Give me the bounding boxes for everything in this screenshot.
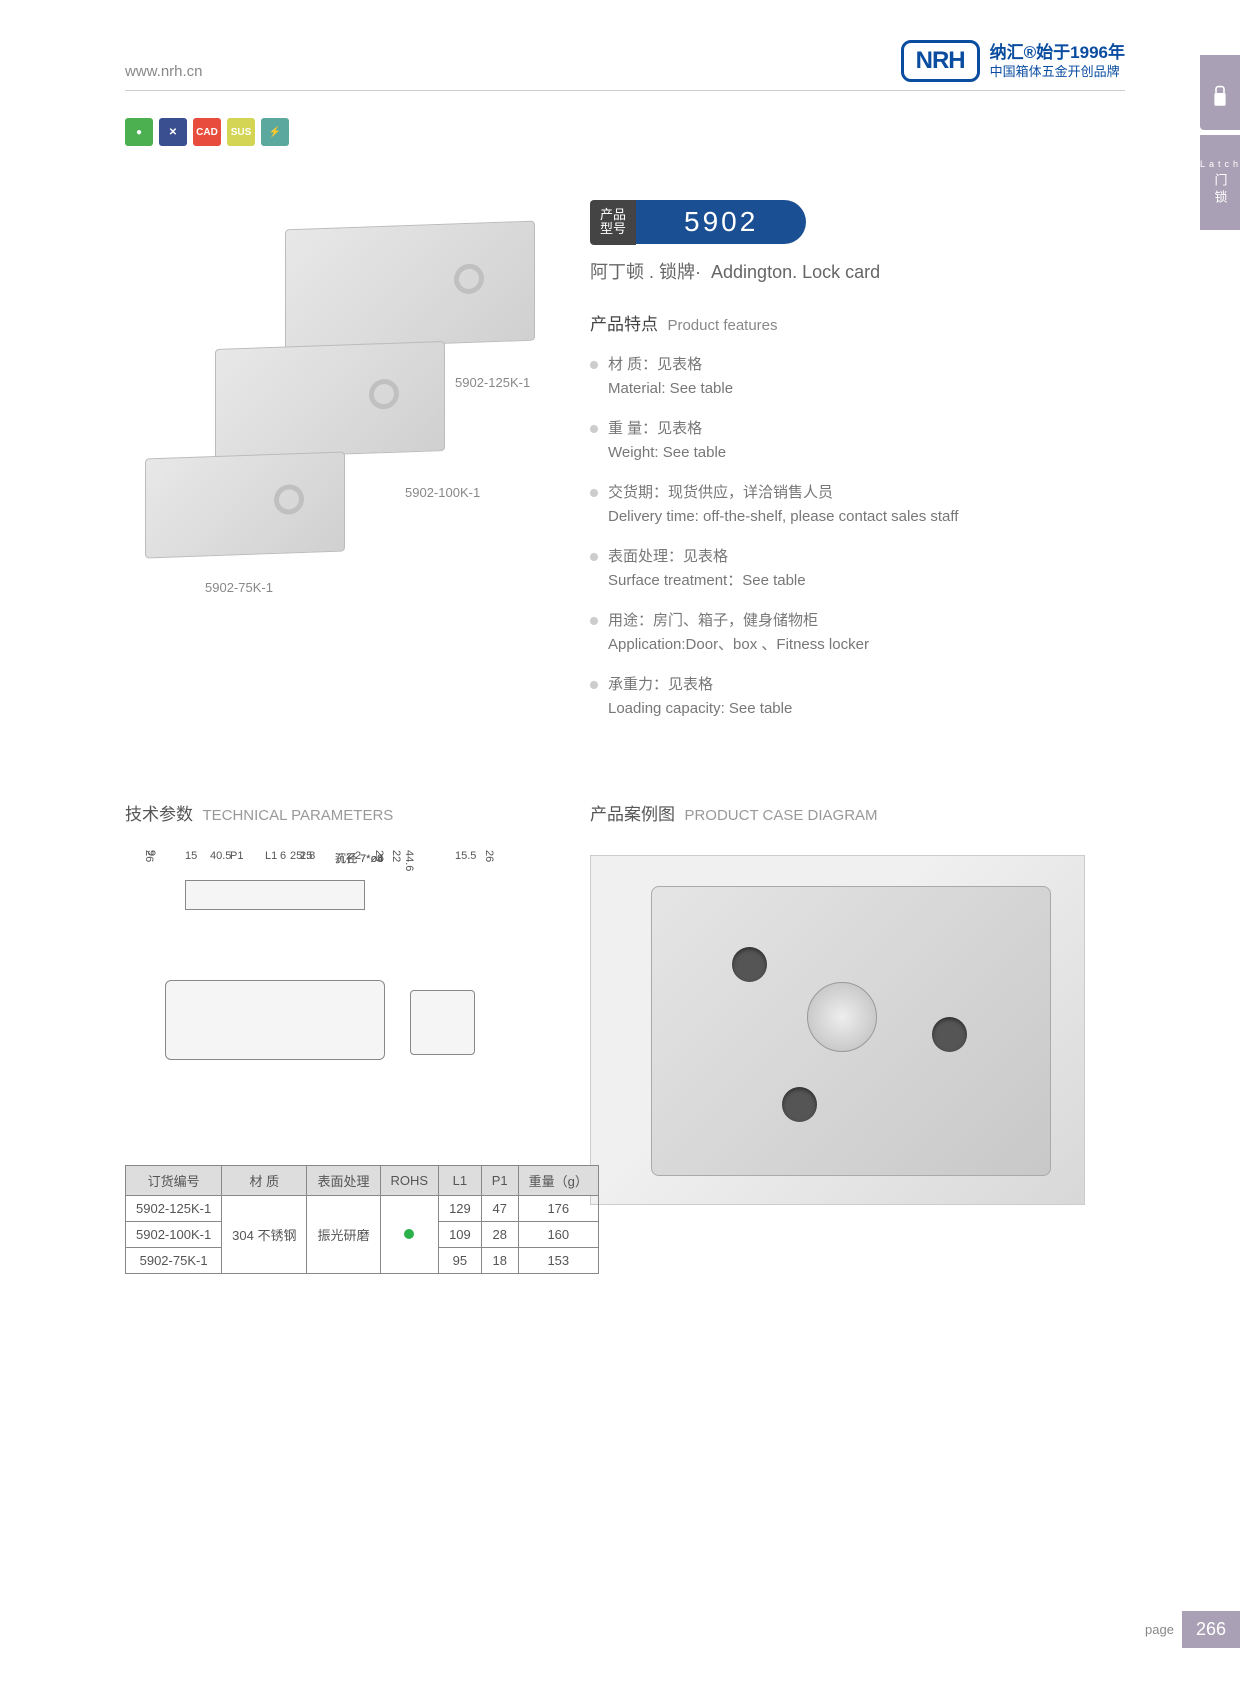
side-tab-en: Latch bbox=[1200, 159, 1240, 169]
page-header: www.nrh.cn NRH 纳汇®始于1996年 中国箱体五金开创品牌 bbox=[0, 55, 1240, 95]
th: P1 bbox=[481, 1166, 518, 1196]
features-list: 材 质：见表格Material: See table 重 量：见表格Weight… bbox=[590, 353, 1110, 721]
ring-icon bbox=[274, 484, 304, 515]
tools-icon: ✕ bbox=[159, 118, 187, 146]
dim-label: L1 bbox=[265, 850, 277, 862]
feature-item: 重 量：见表格Weight: See table bbox=[590, 417, 1110, 465]
part-large bbox=[285, 221, 535, 350]
feature-icons: ● ✕ CAD SUS ⚡ bbox=[125, 118, 289, 146]
technical-drawing: 6 1.8 29 9 2 L1 40.5 25 15.5 26 22 44.6 … bbox=[125, 850, 505, 1130]
dim-label: P1 bbox=[230, 850, 243, 862]
product-features: 产品特点 Product features 材 质：见表格Material: S… bbox=[590, 310, 1110, 737]
dim-label: 26 bbox=[483, 850, 495, 862]
th: 订货编号 bbox=[126, 1166, 222, 1196]
product-case-photo bbox=[590, 855, 1085, 1205]
screw-icon: ⚡ bbox=[261, 118, 289, 146]
top-view bbox=[165, 980, 385, 1060]
features-title: 产品特点 Product features bbox=[590, 310, 1110, 335]
part-label: 5902-75K-1 bbox=[205, 580, 273, 595]
dim-label: 沉孔 7*ø8 bbox=[335, 850, 383, 866]
part-medium bbox=[215, 341, 445, 459]
dim-label: 22 bbox=[390, 850, 402, 862]
feature-item: 承重力：见表格Loading capacity: See table bbox=[590, 673, 1110, 721]
page-label: page bbox=[1145, 1622, 1174, 1637]
hole-icon bbox=[732, 947, 767, 982]
logo-tagline: 纳汇®始于1996年 中国箱体五金开创品牌 bbox=[990, 42, 1125, 81]
logo-mark: NRH bbox=[901, 40, 980, 82]
cad-icon: CAD bbox=[193, 118, 221, 146]
table-header-row: 订货编号 材 质 表面处理 ROHS L1 P1 重量（g） bbox=[126, 1166, 599, 1196]
side-view bbox=[185, 880, 365, 910]
case-part bbox=[651, 886, 1051, 1176]
website-url: www.nrh.cn bbox=[125, 63, 203, 80]
feature-item: 表面处理：见表格Surface treatment：See table bbox=[590, 545, 1110, 593]
ring-icon bbox=[454, 263, 484, 294]
th: 重量（g） bbox=[518, 1166, 598, 1196]
th: 表面处理 bbox=[307, 1166, 380, 1196]
ring-icon bbox=[369, 379, 399, 410]
dim-label: 40.5 bbox=[210, 850, 231, 862]
side-tab-icon bbox=[1200, 55, 1240, 130]
part-label: 5902-125K-1 bbox=[455, 375, 530, 390]
product-illustration: 5902-125K-1 5902-100K-1 5902-75K-1 bbox=[145, 225, 535, 605]
th: 材 质 bbox=[222, 1166, 307, 1196]
dim-label: 15.5 bbox=[455, 850, 476, 862]
rohs-dot-icon bbox=[404, 1229, 414, 1239]
hole-icon bbox=[932, 1017, 967, 1052]
part-small bbox=[145, 452, 345, 559]
case-diagram-title: 产品案例图 PRODUCT CASE DIAGRAM bbox=[590, 800, 878, 825]
eco-icon: ● bbox=[125, 118, 153, 146]
model-number-tag: 产品 型号 5902 bbox=[590, 200, 806, 245]
dim-label: 15 bbox=[185, 850, 197, 862]
feature-item: 材 质：见表格Material: See table bbox=[590, 353, 1110, 401]
th: ROHS bbox=[380, 1166, 439, 1196]
sus-icon: SUS bbox=[227, 118, 255, 146]
header-rule bbox=[125, 90, 1125, 91]
model-number: 5902 bbox=[636, 200, 806, 244]
dim-label: 26 bbox=[143, 850, 155, 862]
dim-label: 44.6 bbox=[403, 850, 415, 871]
th: L1 bbox=[439, 1166, 482, 1196]
spec-table: 订货编号 材 质 表面处理 ROHS L1 P1 重量（g） 5902-125K… bbox=[125, 1165, 599, 1274]
model-label: 产品 型号 bbox=[590, 200, 636, 245]
latch-icon bbox=[1211, 85, 1229, 109]
dim-label: 25 bbox=[290, 850, 302, 862]
hole-icon bbox=[782, 1087, 817, 1122]
end-view bbox=[410, 990, 475, 1055]
feature-item: 交货期：现货供应，详洽销售人员Delivery time: off-the-sh… bbox=[590, 481, 1110, 529]
screw-icon bbox=[807, 982, 877, 1052]
part-label: 5902-100K-1 bbox=[405, 485, 480, 500]
feature-item: 用途：房门、箱子，健身储物柜Application:Door、box 、Fitn… bbox=[590, 609, 1110, 657]
brand-logo: NRH 纳汇®始于1996年 中国箱体五金开创品牌 bbox=[901, 40, 1125, 82]
tech-params-title: 技术参数 TECHNICAL PARAMETERS bbox=[125, 800, 393, 825]
page-footer: page 266 bbox=[1145, 1611, 1240, 1648]
dim-label: 6 bbox=[280, 850, 286, 862]
product-subtitle: 阿丁顿 . 锁牌· Addington. Lock card bbox=[590, 258, 880, 284]
side-tab-label: Latch 门锁 bbox=[1200, 135, 1240, 230]
page-number: 266 bbox=[1182, 1611, 1240, 1648]
table-row: 5902-125K-1 304 不锈钢 振光研磨 129 47 176 bbox=[126, 1196, 599, 1222]
